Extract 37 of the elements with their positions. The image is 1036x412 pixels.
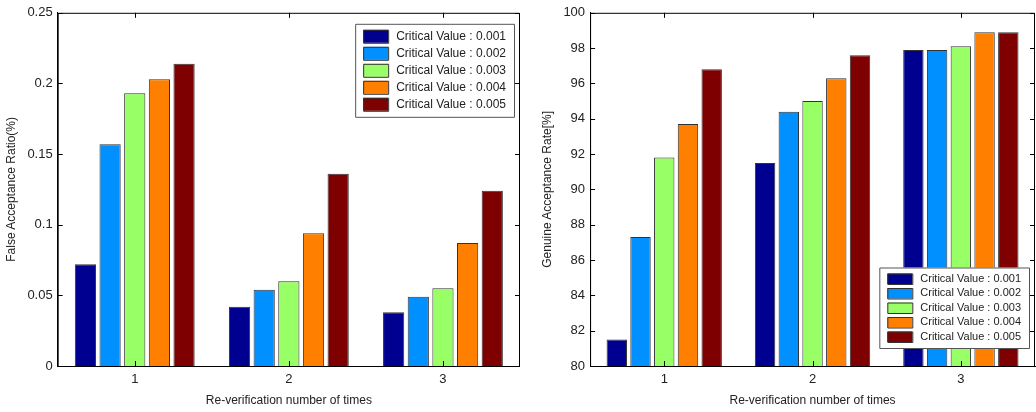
x-tick-label: 3 (439, 371, 447, 387)
y-tick-label: 0.2 (34, 75, 53, 91)
y-tick-label: 90 (570, 180, 586, 196)
y-tick-label: 100 (563, 4, 586, 20)
x-axis-title: Re-verification number of times (729, 393, 896, 408)
y-tick-label: 92 (570, 145, 586, 161)
y-tick-label: 88 (570, 216, 586, 232)
x-tick-label: 1 (660, 371, 668, 387)
y-tick-label: 82 (570, 322, 586, 338)
legend-label: Critical Value : 0.005 (396, 96, 507, 111)
legend-label: Critical Value : 0.005 (920, 329, 1022, 342)
y-tick-label: 80 (570, 357, 586, 373)
y-axis-title: False Acceptance Ratio(%) (3, 117, 18, 262)
legend-label: Critical Value : 0.001 (396, 28, 507, 43)
y-axis-title: Genuine Acceptance Rate[%] (539, 111, 554, 268)
legend-label: Critical Value : 0.004 (396, 79, 507, 94)
y-tick-label: 94 (570, 110, 586, 126)
y-tick-label: 0 (45, 357, 53, 373)
y-tick-label: 98 (570, 39, 586, 55)
x-tick-label: 1 (131, 371, 139, 387)
y-tick-label: 0.1 (34, 216, 53, 232)
y-tick-label: 0.05 (27, 286, 53, 302)
legend-label: Critical Value : 0.002 (396, 45, 507, 60)
legend-label: Critical Value : 0.003 (396, 62, 507, 77)
x-axis-title: Re-verification number of times (205, 393, 372, 408)
y-tick-label: 84 (570, 286, 586, 302)
y-tick-label: 0.25 (27, 4, 53, 20)
legend-label: Critical Value : 0.002 (920, 286, 1022, 299)
legend-label: Critical Value : 0.004 (920, 315, 1022, 328)
legend-label: Critical Value : 0.003 (920, 300, 1022, 313)
x-tick-label: 2 (285, 371, 293, 387)
x-tick-label: 2 (808, 371, 817, 387)
y-tick-label: 86 (570, 251, 586, 267)
y-tick-label: 0.15 (27, 145, 53, 161)
x-tick-label: 3 (957, 371, 965, 387)
legend-label: Critical Value : 0.001 (920, 271, 1022, 284)
y-tick-label: 96 (570, 75, 586, 91)
